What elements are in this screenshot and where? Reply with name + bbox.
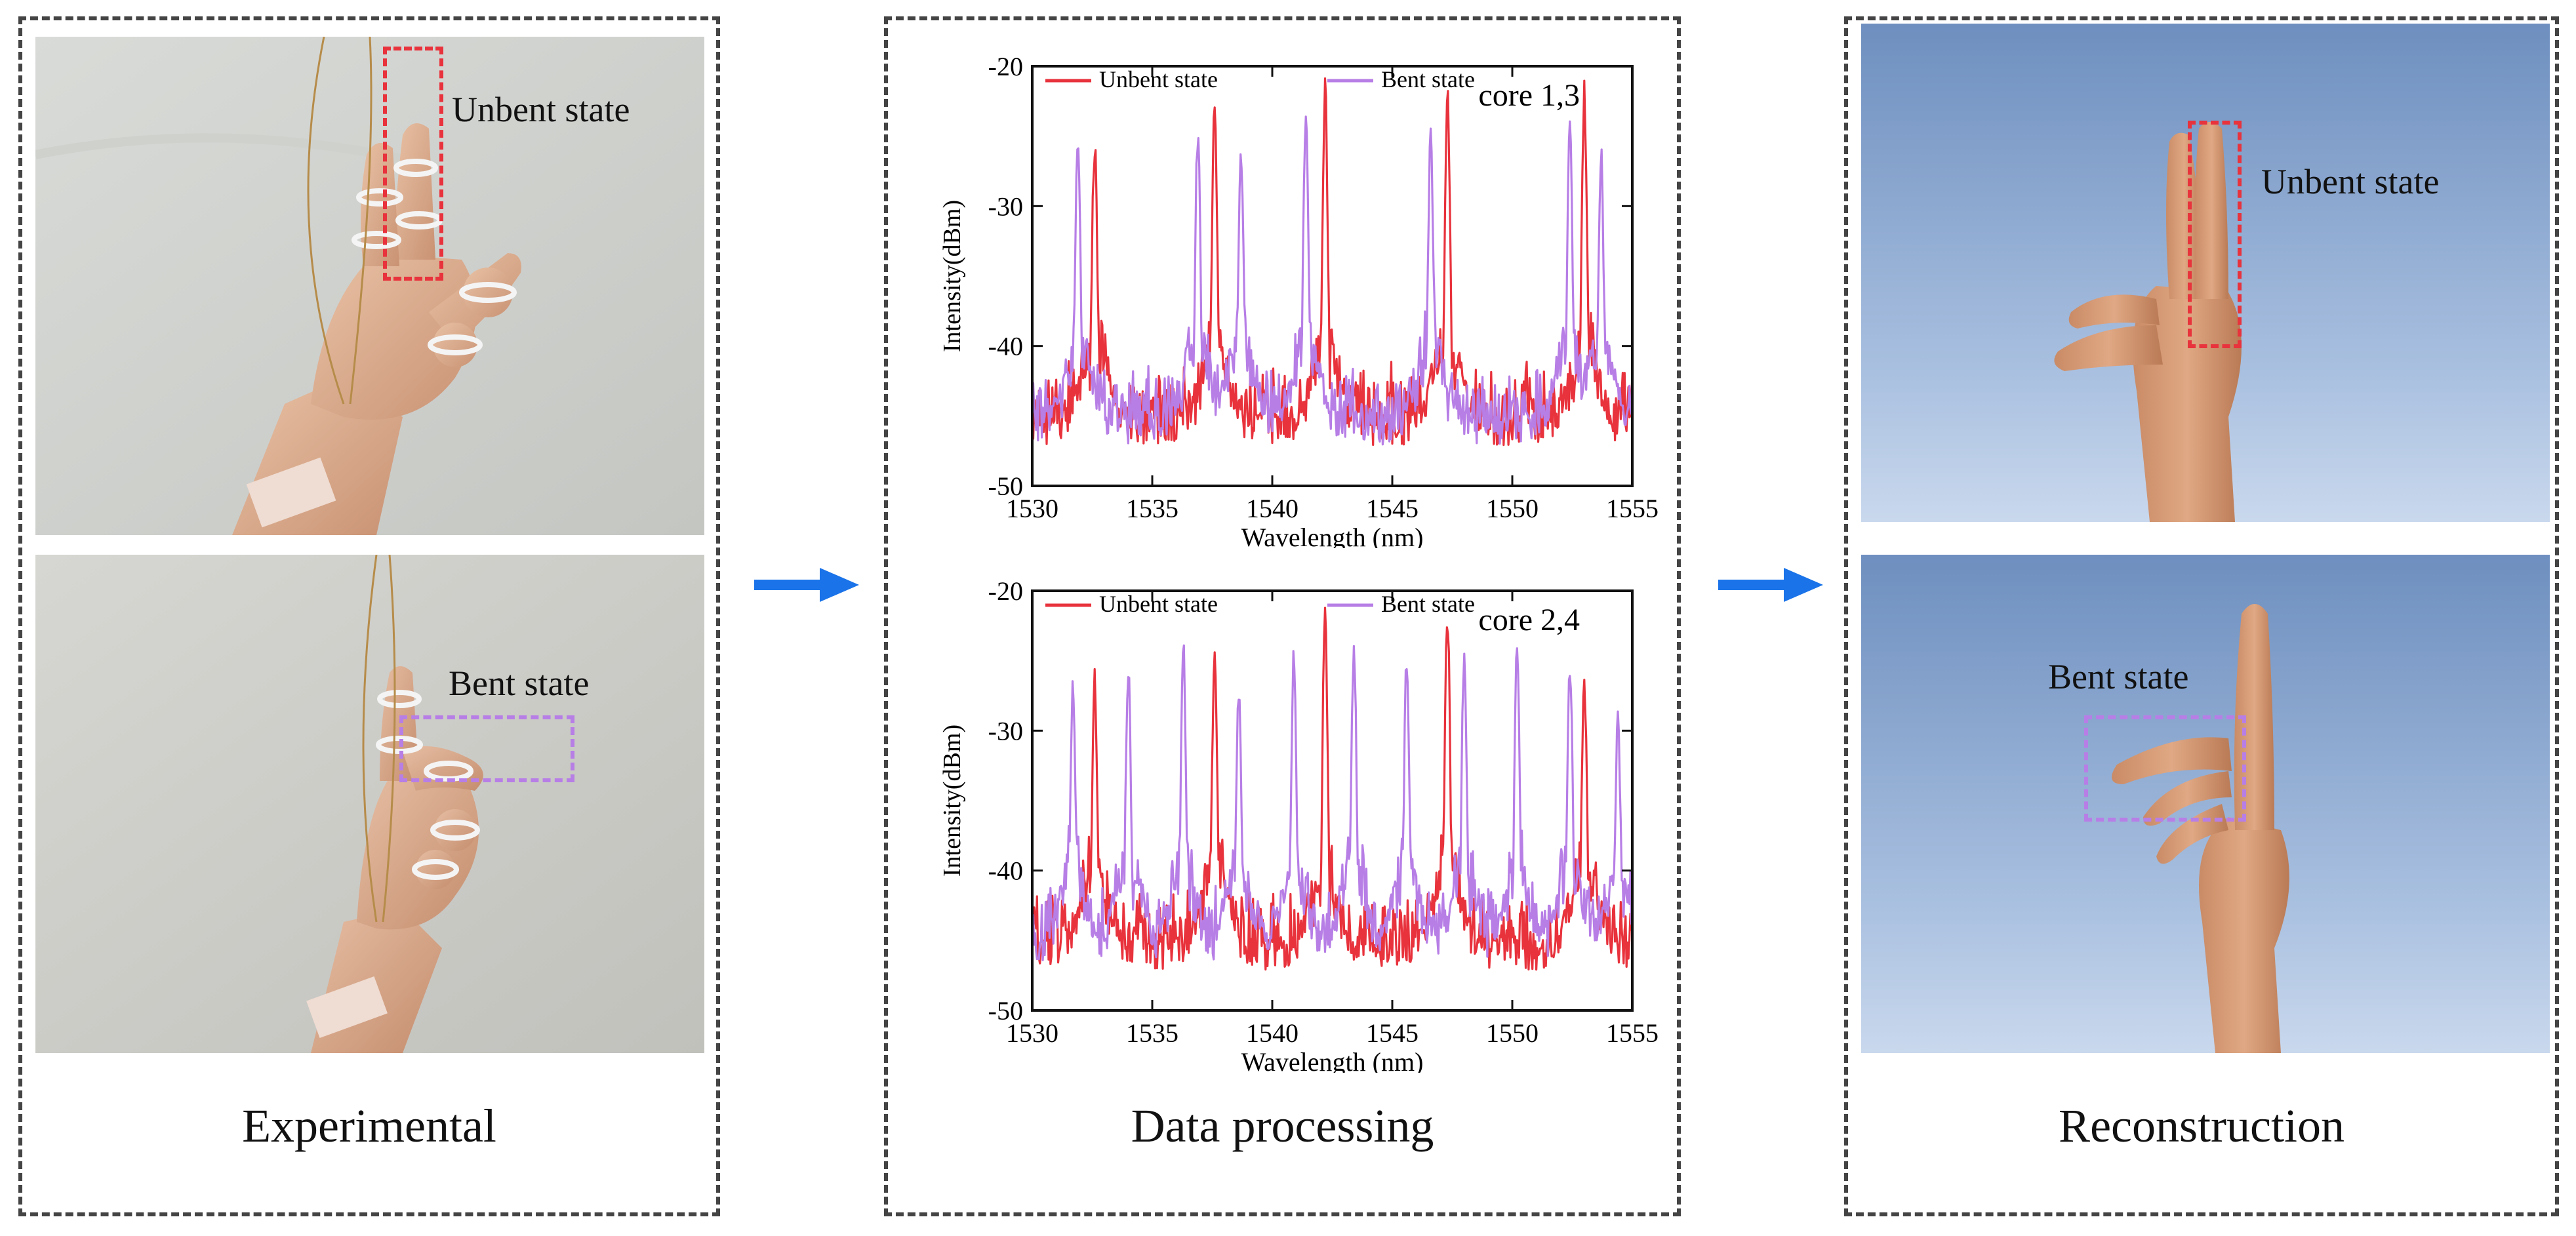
- hand-model-bent-art: [1861, 555, 2550, 1053]
- experimental-unbent-label: Unbent state: [452, 90, 630, 129]
- data-processing-caption: Data processing: [1131, 1100, 1434, 1152]
- x-axis-label: Wavelength (nm): [1241, 1047, 1424, 1073]
- y-tick-label: -40: [988, 856, 1023, 886]
- reconstruction-bent-label: Bent state: [2048, 657, 2189, 696]
- series-line-bent-state: [1031, 115, 1634, 446]
- x-tick-label: 1540: [1246, 1018, 1298, 1048]
- y-tick-label: -50: [988, 996, 1023, 1026]
- arrow-right-icon: [754, 568, 859, 602]
- chart-core-title: core 2,4: [1478, 603, 1580, 637]
- reconstruction-unbent-label: Unbent state: [2261, 162, 2440, 201]
- y-tick-label: -40: [988, 332, 1023, 361]
- y-tick-label: -20: [988, 52, 1023, 81]
- x-tick-label: 1535: [1126, 494, 1178, 523]
- experimental-unbent-photo: Unbent state: [35, 37, 704, 535]
- reconstruction-unbent-box: [2188, 121, 2242, 348]
- x-axis-label: Wavelength (nm): [1241, 523, 1424, 548]
- x-tick-label: 1530: [1006, 1018, 1058, 1048]
- reconstruction-caption: Reconstruction: [2059, 1100, 2345, 1152]
- series-line-unbent-state: [1031, 607, 1634, 971]
- legend-label: Bent state: [1381, 591, 1475, 617]
- y-tick-label: -30: [988, 191, 1023, 221]
- experimental-bent-box: [399, 715, 574, 782]
- series-line-bent-state: [1031, 644, 1634, 961]
- reconstruction-panel: Unbent state Bent state Reconstruction: [1844, 16, 2559, 1216]
- hand-model-unbent-art: [1861, 24, 2550, 522]
- y-axis-label: Intensity(dBm): [938, 725, 966, 877]
- y-tick-label: -30: [988, 716, 1023, 746]
- x-tick-label: 1550: [1486, 1018, 1539, 1048]
- y-tick-label: -50: [988, 471, 1023, 501]
- x-tick-label: 1555: [1606, 1018, 1659, 1048]
- legend-label: Unbent state: [1099, 591, 1218, 617]
- experimental-bent-photo: Bent state: [35, 555, 704, 1053]
- legend-label: Bent state: [1381, 66, 1475, 92]
- plot-frame: [1031, 65, 1634, 487]
- chart-core-title: core 1,3: [1478, 78, 1580, 113]
- arrow-right-icon-2: [1718, 568, 1823, 602]
- x-tick-label: 1550: [1486, 494, 1539, 523]
- experimental-panel: Unbent state: [18, 16, 720, 1216]
- plot-frame: [1031, 589, 1634, 1012]
- x-tick-label: 1545: [1366, 1018, 1419, 1048]
- x-tick-label: 1545: [1366, 494, 1419, 523]
- reconstruction-bent-box: [2084, 715, 2246, 822]
- hand-unbent-photo-art: [35, 37, 704, 535]
- chart-core-2-4: 1530 1535 1540 1545 1550 1555 -20 -30 -40 -50 Wave…: [938, 576, 1659, 1073]
- y-tick-label: -20: [988, 576, 1023, 606]
- x-tick-label: 1540: [1246, 494, 1298, 523]
- x-tick-label: 1555: [1606, 494, 1659, 523]
- data-processing-panel: 1530 1535 1540 1545 1550 1555 -20 -30 -40 -50 Wave…: [884, 16, 1681, 1216]
- hand-bent-photo-art: [35, 555, 704, 1053]
- experimental-unbent-box: [383, 47, 443, 281]
- experimental-caption: Experimental: [242, 1100, 496, 1152]
- reconstruction-bent-render: Bent state: [1861, 555, 2550, 1053]
- x-tick-label: 1535: [1126, 1018, 1178, 1048]
- y-axis-label: Intensity(dBm): [938, 200, 966, 352]
- reconstruction-unbent-render: Unbent state: [1861, 24, 2550, 522]
- x-tick-label: 1530: [1006, 494, 1058, 523]
- legend-label: Unbent state: [1099, 66, 1218, 92]
- experimental-bent-label: Bent state: [449, 664, 590, 703]
- chart-core-1-3: 1530 1535 1540 1545 1550 1555 -20 -30 -40 -50 Wave…: [938, 52, 1659, 548]
